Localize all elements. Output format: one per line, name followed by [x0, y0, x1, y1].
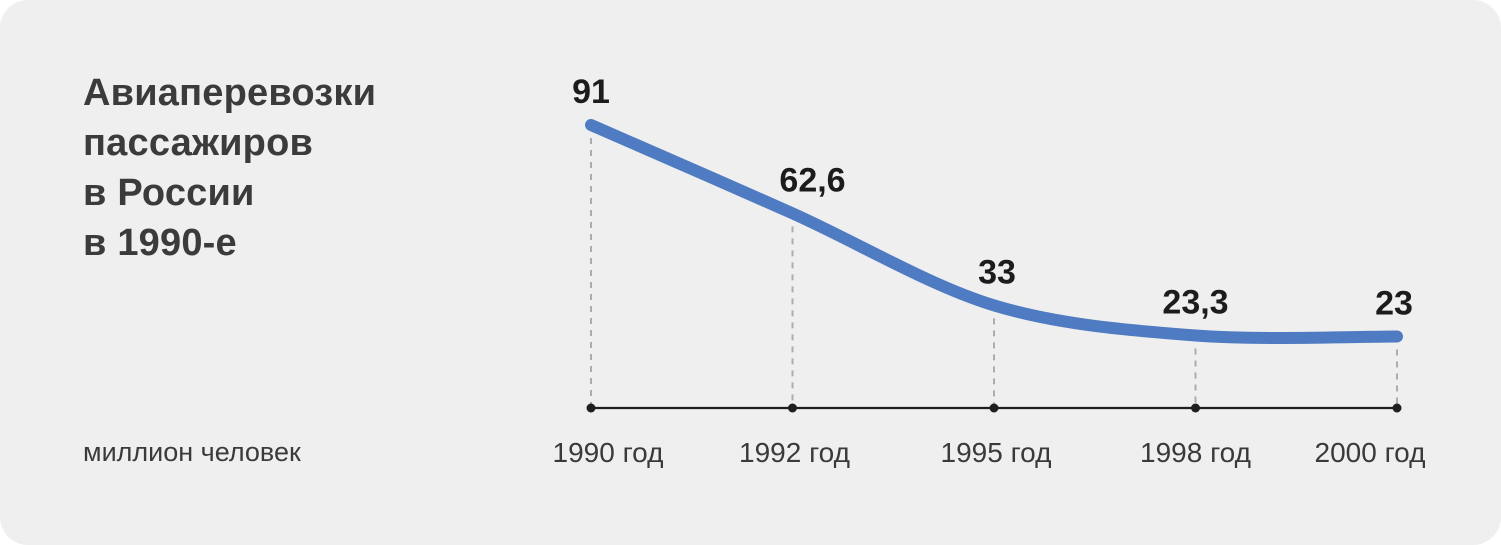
- data-point-value-label: 91: [572, 73, 610, 111]
- x-axis-tick-dot: [788, 403, 797, 413]
- x-axis-tick-label: 1995 год: [941, 437, 1052, 468]
- x-axis-tick-label: 1992 год: [739, 437, 850, 468]
- x-axis-tick-dot: [989, 403, 999, 413]
- data-point-value-label: 33: [978, 253, 1016, 291]
- x-axis-tick-label: 1998 год: [1140, 437, 1251, 468]
- x-axis-tick-label: 1990 год: [553, 437, 664, 468]
- chart-title-line: в 1990-е: [83, 222, 237, 264]
- data-point-value-label: 62,6: [779, 161, 845, 199]
- chart-title-line: Авиаперевозки: [83, 72, 377, 114]
- x-axis-tick-label: 2000 год: [1315, 437, 1426, 468]
- data-point-value-label: 23: [1375, 284, 1413, 322]
- x-axis-tick-dot: [586, 403, 596, 413]
- y-axis-unit-label: миллион человек: [83, 437, 301, 467]
- chart-title-line: в России: [83, 172, 255, 214]
- x-axis-tick-dot: [1191, 403, 1200, 413]
- chart-title: Авиаперевозки пассажиров в России в 1990…: [83, 68, 376, 268]
- x-axis-tick-dot: [1392, 403, 1402, 413]
- chart-title-line: пассажиров: [83, 122, 314, 164]
- data-point-value-label: 23,3: [1162, 284, 1228, 322]
- data-line: [585, 118, 1403, 344]
